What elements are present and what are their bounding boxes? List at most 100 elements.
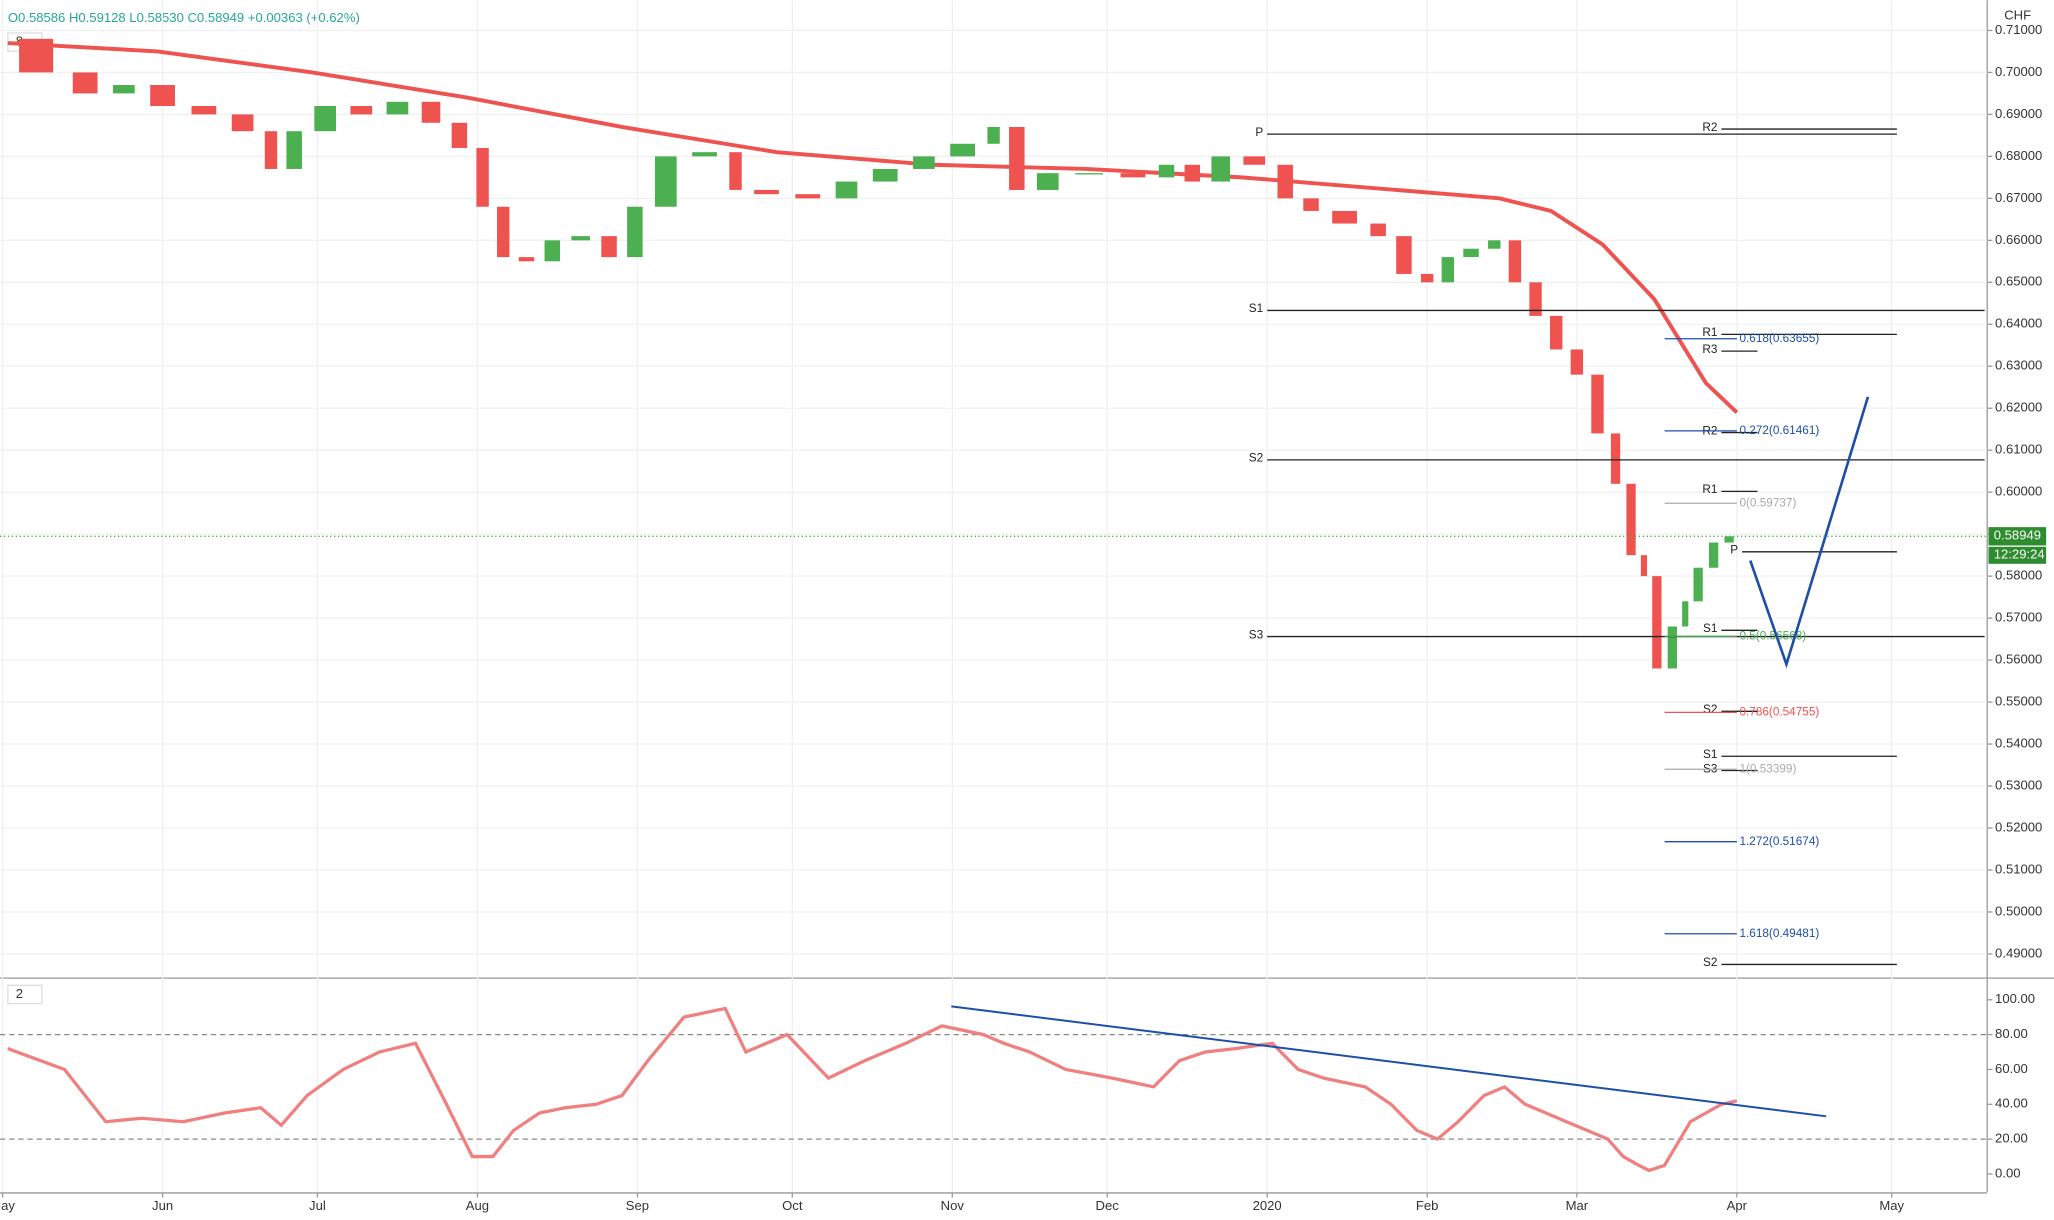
pivot-label: P <box>1255 126 1263 139</box>
candle <box>451 122 468 148</box>
countdown-badge <box>1988 546 2047 564</box>
candle <box>1441 257 1455 283</box>
y-tick-label: 0.50000 <box>1995 903 2042 918</box>
x-tick-label: Jun <box>152 1198 173 1213</box>
y-tick-label: 0.71000 <box>1995 22 2042 37</box>
oscillator-line <box>7 1006 1738 1173</box>
pane-toggle[interactable] <box>7 984 43 1005</box>
candle <box>1463 248 1479 258</box>
x-tick-label: Dec <box>1096 1198 1120 1213</box>
candle <box>1652 576 1662 669</box>
candle <box>1184 164 1201 182</box>
fib-label: 1(0.53399) <box>1739 762 1796 775</box>
y-tick-label: 0.52000 <box>1995 819 2042 834</box>
pivot-label: S2 <box>1249 452 1263 465</box>
candle <box>729 152 742 190</box>
y-tick-label: 0.55000 <box>1995 694 2042 709</box>
fib-label: 1.272(0.51674) <box>1739 835 1819 848</box>
x-tick-label: Mar <box>1566 1198 1589 1213</box>
pivot-label: R2 <box>1702 121 1717 134</box>
candle <box>113 85 135 94</box>
candle <box>1488 240 1501 249</box>
candle <box>1158 164 1175 178</box>
y-tick-label: 0.49000 <box>1995 945 2042 960</box>
x-tick-label: Oct <box>782 1198 803 1213</box>
candle <box>835 181 858 199</box>
y-tick-label: 0.53000 <box>1995 777 2042 792</box>
pivot-label: S1 <box>1703 622 1717 635</box>
candle <box>1303 198 1319 211</box>
pivot-label: S3 <box>1249 628 1264 641</box>
pivot-label: P <box>1730 544 1738 557</box>
y-tick-label: 0.51000 <box>1995 861 2042 876</box>
x-tick-label: Jul <box>309 1198 326 1213</box>
candle <box>1708 542 1719 568</box>
pivot-label: S2 <box>1703 956 1717 969</box>
candle <box>314 106 337 132</box>
candle <box>913 156 935 169</box>
candle <box>1570 349 1584 375</box>
candle <box>350 106 373 115</box>
y-tick-label: 0.69000 <box>1995 106 2042 121</box>
fib-label: 0.5(0.56568) <box>1739 629 1806 642</box>
y-tick-label: 20.00 <box>1995 1131 2028 1146</box>
candle <box>987 126 1000 144</box>
y-tick-label: 0.00 <box>1995 1165 2020 1180</box>
candle <box>1640 555 1648 577</box>
fib-label: 0(0.59737) <box>1739 496 1796 509</box>
candle <box>386 101 409 115</box>
y-tick-label: 100.00 <box>1995 991 2035 1006</box>
candle <box>497 206 510 258</box>
pivot-label: R1 <box>1702 326 1717 339</box>
candle <box>191 106 217 115</box>
candle <box>1693 567 1703 602</box>
candle <box>1211 156 1230 182</box>
pivot-label: S2 <box>1703 703 1717 716</box>
y-tick-label: 0.70000 <box>1995 64 2042 79</box>
candle <box>1396 236 1412 274</box>
candle <box>1075 173 1104 175</box>
candle <box>627 206 643 258</box>
ohlc-header: O0.58586 H0.59128 L0.58530 C0.58949 +0.0… <box>8 10 360 25</box>
candle <box>571 236 590 241</box>
candle <box>1277 164 1293 199</box>
candle <box>1626 483 1636 556</box>
candle <box>1508 240 1522 283</box>
y-tick-label: 0.65000 <box>1995 274 2042 289</box>
y-tick-label: 0.64000 <box>1995 316 2042 331</box>
countdown-label: 12:29:24 <box>1994 547 2045 562</box>
fib-label: 0.618(0.63655) <box>1739 332 1819 345</box>
candle <box>1591 374 1604 434</box>
candle <box>950 143 976 157</box>
candle <box>1420 273 1434 283</box>
y-tick-label: 0.66000 <box>1995 232 2042 247</box>
candle <box>19 38 54 73</box>
y-tick-label: 40.00 <box>1995 1096 2028 1111</box>
x-tick-label: Aug <box>466 1198 489 1213</box>
candle <box>692 152 717 157</box>
currency-label: CHF <box>2004 7 2031 22</box>
candle <box>1332 210 1357 224</box>
y-tick-label: 60.00 <box>1995 1061 2028 1076</box>
candle <box>1370 223 1386 237</box>
candle <box>1682 601 1689 627</box>
candle <box>286 131 302 169</box>
y-tick-label: 0.58000 <box>1995 568 2042 583</box>
candle <box>421 101 441 123</box>
candle <box>795 194 821 199</box>
y-tick-label: 0.67000 <box>1995 190 2042 205</box>
last-price-label: 0.58949 <box>1994 528 2041 543</box>
y-tick-label: 80.00 <box>1995 1026 2028 1041</box>
candle <box>601 236 617 258</box>
candle <box>544 240 561 262</box>
candle <box>754 189 779 195</box>
candle <box>264 131 278 169</box>
trend-line <box>951 1005 1827 1118</box>
x-tick-label: May <box>1879 1198 1904 1213</box>
candle <box>1610 433 1621 484</box>
fib-label: 0.786(0.54755) <box>1739 705 1819 718</box>
y-tick-label: 0.63000 <box>1995 358 2042 373</box>
x-tick-label: 2020 <box>1253 1198 1282 1213</box>
pane-count: 2 <box>16 986 23 1001</box>
